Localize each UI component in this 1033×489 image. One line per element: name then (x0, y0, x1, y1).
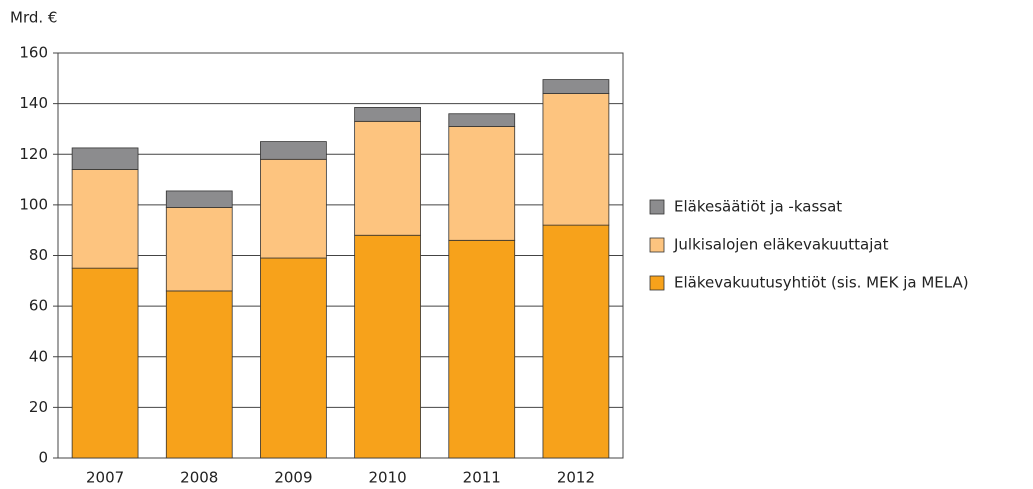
bar-segment (542, 224, 610, 459)
legend-label: Julkisalojen eläkevakuuttajat (673, 236, 889, 254)
x-tick-label: 2010 (368, 469, 406, 487)
legend-label: Eläkesäätiöt ja -kassat (674, 198, 842, 216)
bar-segment (542, 93, 610, 226)
bar-segment (71, 147, 139, 170)
bar-segment (354, 234, 421, 459)
bar-segment (260, 257, 327, 459)
bar-segment (542, 79, 610, 94)
bar-segment (71, 267, 139, 459)
bar-segment (448, 239, 516, 459)
x-tick-label: 2011 (463, 469, 501, 487)
x-tick-label: 2008 (180, 469, 218, 487)
bar-segment (165, 290, 233, 459)
bar-segment (165, 207, 233, 292)
x-tick-label: 2007 (86, 469, 124, 487)
y-tick-label: 20 (29, 398, 48, 416)
bar-segment (165, 190, 233, 208)
plot-frame (57, 52, 624, 459)
legend-swatch (649, 275, 665, 291)
y-tick-label: 40 (29, 347, 48, 365)
y-axis-label: Mrd. € (10, 9, 57, 27)
legend-swatch (649, 199, 665, 215)
bar-segment (354, 120, 421, 236)
y-tick-label: 80 (29, 246, 48, 264)
legend-label: Eläkevakuutusyhtiöt (sis. MEK ja MELA) (674, 274, 969, 292)
bar-segment (354, 107, 421, 122)
x-tick-label: 2009 (274, 469, 312, 487)
y-tick-label: 140 (19, 94, 48, 112)
bar-segment (260, 158, 327, 259)
bar-segment (260, 141, 327, 160)
bar-segment (71, 169, 139, 269)
y-tick-label: 160 (19, 44, 48, 62)
y-tick-label: 60 (29, 297, 48, 315)
y-tick-label: 120 (19, 145, 48, 163)
bar-segment (448, 126, 516, 241)
y-tick-label: 100 (19, 195, 48, 213)
x-tick-label: 2012 (557, 469, 595, 487)
bar-segment (448, 113, 516, 127)
y-tick-label: 0 (38, 449, 48, 467)
legend-swatch (649, 237, 665, 253)
